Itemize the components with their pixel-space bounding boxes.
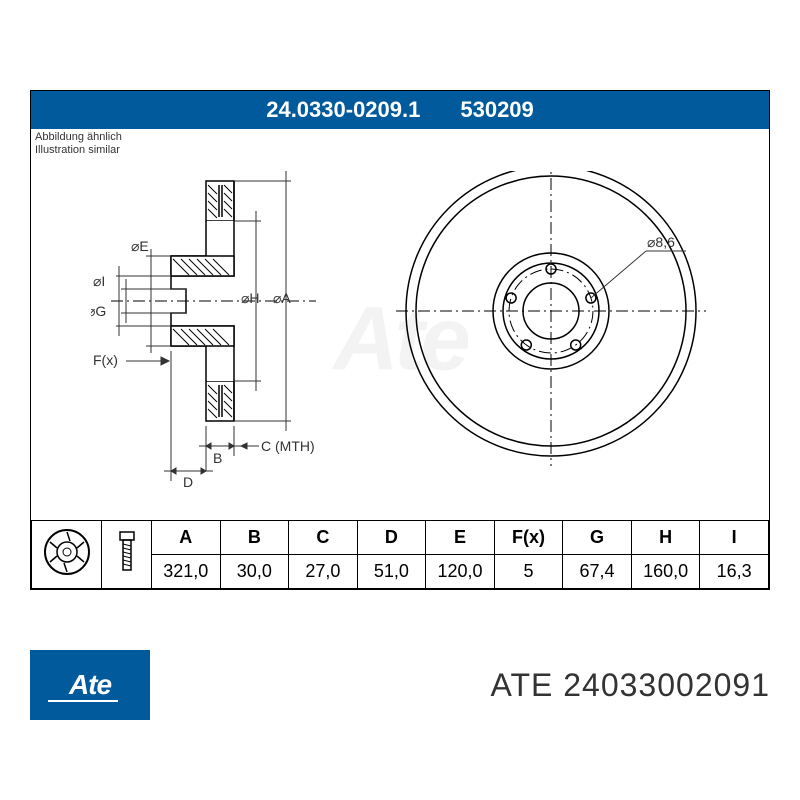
label-dia-G: ⌀G	[91, 303, 106, 319]
bolt-icon-cell	[102, 521, 152, 589]
col-I: I	[700, 521, 769, 555]
val-C: 27,0	[289, 555, 358, 589]
col-B: B	[220, 521, 289, 555]
part-number-alt: 530209	[460, 97, 533, 123]
brake-disc-icon	[42, 561, 92, 581]
label-B: B	[213, 450, 222, 466]
label-Fx: F(x)	[93, 352, 118, 368]
caption-en: Illustration similar	[35, 144, 122, 157]
val-F: 5	[494, 555, 563, 589]
col-C: C	[289, 521, 358, 555]
col-F: F(x)	[494, 521, 563, 555]
val-I: 16,3	[700, 555, 769, 589]
similarity-caption: Abbildung ähnlich Illustration similar	[35, 131, 122, 157]
figure-container: 24.0330-0209.1 530209 Abbildung ähnlich …	[30, 90, 770, 650]
bolt-icon	[114, 558, 140, 578]
footer-bar: Ate ATE 24033002091	[30, 650, 770, 720]
col-D: D	[357, 521, 426, 555]
label-dia-A: ⌀A	[273, 290, 291, 306]
label-dia-I: ⌀I	[93, 273, 105, 289]
footer-sku: 24033002091	[563, 667, 770, 703]
part-number-primary: 24.0330-0209.1	[266, 97, 420, 123]
table-header-row: A B C D E F(x) G H I	[32, 521, 769, 555]
val-D: 51,0	[357, 555, 426, 589]
label-dia-H: ⌀H	[241, 290, 260, 306]
val-A: 321,0	[152, 555, 221, 589]
col-G: G	[563, 521, 632, 555]
val-H: 160,0	[631, 555, 700, 589]
label-C: C (MTH)	[261, 438, 315, 454]
face-view: ⌀8,6	[396, 171, 706, 466]
dimension-table: A B C D E F(x) G H I 321,0 30,0 27,0 51,…	[31, 520, 769, 589]
header-bar: 24.0330-0209.1 530209	[31, 91, 769, 129]
col-H: H	[631, 521, 700, 555]
diagram-svg: ⌀I ⌀G ⌀E ⌀H ⌀A F(x)	[91, 171, 731, 491]
label-hole-dia: ⌀8,6	[647, 234, 675, 250]
disc-icon-cell	[32, 521, 102, 589]
drawing-frame: 24.0330-0209.1 530209 Abbildung ähnlich …	[30, 90, 770, 590]
footer-part-number: ATE 24033002091	[490, 667, 770, 704]
caption-de: Abbildung ähnlich	[35, 131, 122, 144]
ate-logo-text: Ate	[69, 669, 111, 701]
technical-diagram: ⌀I ⌀G ⌀E ⌀H ⌀A F(x)	[91, 171, 731, 491]
logo-underline	[48, 700, 118, 702]
col-A: A	[152, 521, 221, 555]
cross-section-view: ⌀I ⌀G ⌀E ⌀H ⌀A F(x)	[91, 171, 316, 490]
val-E: 120,0	[426, 555, 495, 589]
label-dia-E: ⌀E	[131, 238, 149, 254]
col-E: E	[426, 521, 495, 555]
ate-logo: Ate	[30, 650, 150, 720]
footer-brand: ATE	[490, 667, 553, 703]
val-G: 67,4	[563, 555, 632, 589]
label-D: D	[183, 474, 193, 490]
val-B: 30,0	[220, 555, 289, 589]
